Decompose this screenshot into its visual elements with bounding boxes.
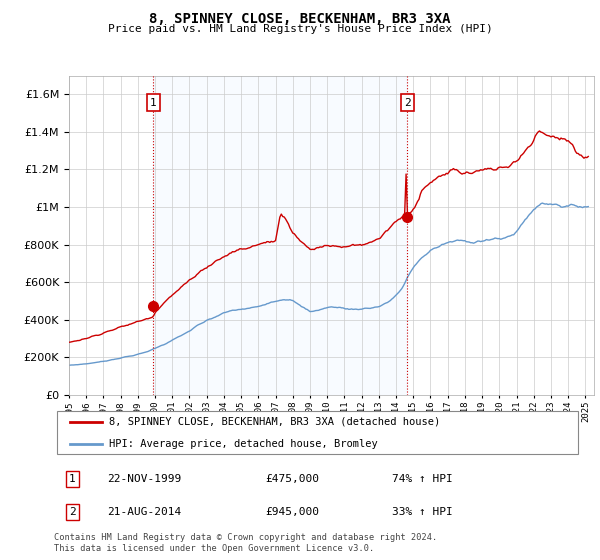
Text: 1: 1 <box>150 98 157 108</box>
Text: HPI: Average price, detached house, Bromley: HPI: Average price, detached house, Brom… <box>109 438 378 449</box>
Text: 8, SPINNEY CLOSE, BECKENHAM, BR3 3XA (detached house): 8, SPINNEY CLOSE, BECKENHAM, BR3 3XA (de… <box>109 417 440 427</box>
Text: Price paid vs. HM Land Registry's House Price Index (HPI): Price paid vs. HM Land Registry's House … <box>107 24 493 34</box>
FancyBboxPatch shape <box>56 410 578 455</box>
Text: Contains HM Land Registry data © Crown copyright and database right 2024.
This d: Contains HM Land Registry data © Crown c… <box>54 533 437 553</box>
Text: 2: 2 <box>404 98 410 108</box>
Text: 1: 1 <box>69 474 76 484</box>
Text: 22-NOV-1999: 22-NOV-1999 <box>107 474 181 484</box>
Text: £475,000: £475,000 <box>265 474 319 484</box>
Text: 8, SPINNEY CLOSE, BECKENHAM, BR3 3XA: 8, SPINNEY CLOSE, BECKENHAM, BR3 3XA <box>149 12 451 26</box>
Text: 33% ↑ HPI: 33% ↑ HPI <box>392 507 452 517</box>
Text: 74% ↑ HPI: 74% ↑ HPI <box>392 474 452 484</box>
Text: 2: 2 <box>69 507 76 517</box>
Text: £945,000: £945,000 <box>265 507 319 517</box>
Bar <box>154 76 407 395</box>
Text: 21-AUG-2014: 21-AUG-2014 <box>107 507 181 517</box>
